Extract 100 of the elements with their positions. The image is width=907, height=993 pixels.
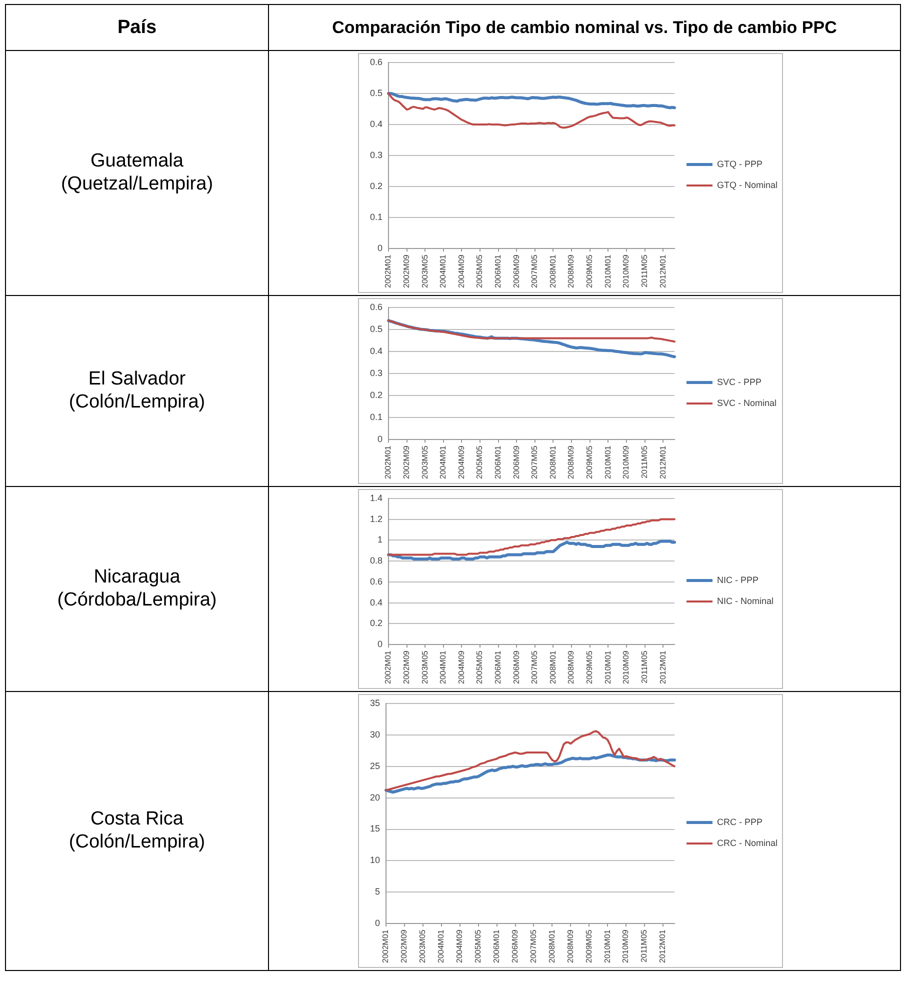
x-tick-label: 2007M05 bbox=[528, 929, 538, 963]
y-tick-label: 10 bbox=[370, 855, 380, 866]
x-tick-label: 2009M05 bbox=[585, 254, 594, 288]
x-tick-label: 2011M05 bbox=[640, 254, 649, 288]
x-tick-label: 2006M09 bbox=[512, 650, 521, 684]
x-tick-label: 2006M09 bbox=[512, 254, 521, 288]
y-tick-label: 1.4 bbox=[370, 492, 383, 503]
legend-label: GTQ - PPP bbox=[717, 158, 763, 169]
x-tick-label: 2012M01 bbox=[658, 929, 668, 963]
x-tick-label: 2009M05 bbox=[585, 650, 594, 684]
x-tick-label: 2002M09 bbox=[402, 254, 412, 288]
x-tick-label: 2006M01 bbox=[492, 929, 501, 963]
y-tick-label: 30 bbox=[370, 729, 380, 740]
x-tick-label: 2010M01 bbox=[602, 929, 612, 963]
text: País bbox=[6, 5, 269, 50]
y-tick-label: 0.6 bbox=[370, 56, 383, 67]
y-tick-label: 0 bbox=[377, 434, 383, 444]
legend-label: NIC - PPP bbox=[717, 574, 759, 585]
y-tick-label: 25 bbox=[370, 760, 380, 771]
x-tick-label: 2007M05 bbox=[530, 254, 540, 288]
x-tick-label: 2010M09 bbox=[622, 650, 631, 684]
legend-label: GTQ - Nominal bbox=[717, 180, 778, 190]
y-tick-label: 0.6 bbox=[370, 302, 383, 312]
y-tick-label: 0.8 bbox=[370, 556, 383, 566]
legend-label: SVC - PPP bbox=[717, 376, 762, 387]
y-tick-label: 0.4 bbox=[370, 346, 383, 356]
x-tick-label: 2005M05 bbox=[475, 254, 484, 288]
y-tick-label: 0.2 bbox=[370, 390, 383, 400]
x-tick-label: 2003M05 bbox=[420, 445, 430, 479]
y-tick-label: 15 bbox=[370, 824, 380, 834]
x-tick-label: 2004M01 bbox=[438, 445, 448, 479]
x-tick-label: 2009M05 bbox=[584, 929, 594, 963]
x-tick-label: 2008M01 bbox=[548, 445, 558, 479]
x-tick-label: 2002M09 bbox=[402, 445, 412, 479]
x-tick-label: 2011M05 bbox=[640, 650, 649, 684]
x-tick-label: 2010M09 bbox=[621, 929, 630, 963]
text: Comparación Tipo de cambio nominal vs. Tipo de cambio PPC bbox=[331, 17, 838, 39]
y-tick-label: 0.1 bbox=[370, 212, 383, 222]
x-tick-label: 2003M05 bbox=[420, 650, 430, 684]
y-tick-label: 0.2 bbox=[370, 618, 383, 628]
x-tick-label: 2008M09 bbox=[566, 650, 576, 684]
y-tick-label: 0.3 bbox=[370, 368, 383, 378]
legend-label: NIC - Nominal bbox=[717, 596, 774, 606]
x-tick-label: 2004M09 bbox=[456, 650, 466, 684]
x-tick-label: 2009M05 bbox=[585, 445, 594, 479]
y-tick-label: 0.5 bbox=[370, 324, 383, 334]
x-tick-label: 2010M09 bbox=[622, 254, 631, 288]
y-tick-label: 0.3 bbox=[370, 150, 383, 160]
y-tick-label: 1.2 bbox=[370, 514, 383, 524]
x-tick-label: 2002M01 bbox=[381, 929, 390, 963]
x-tick-label: 2003M05 bbox=[420, 254, 430, 288]
x-tick-label: 2006M01 bbox=[494, 650, 503, 684]
legend-label: SVC - Nominal bbox=[717, 398, 777, 408]
x-tick-label: 2006M01 bbox=[494, 254, 503, 288]
x-tick-label: 2012M01 bbox=[658, 650, 668, 684]
y-tick-label: 0.1 bbox=[370, 412, 383, 422]
y-tick-label: 0 bbox=[377, 243, 383, 254]
x-tick-label: 2006M09 bbox=[510, 929, 520, 963]
x-tick-label: 2002M09 bbox=[400, 929, 409, 963]
x-tick-label: 2010M01 bbox=[603, 445, 612, 479]
x-tick-label: 2005M05 bbox=[475, 650, 484, 684]
x-tick-label: 2006M01 bbox=[494, 445, 503, 479]
y-tick-label: 0.4 bbox=[370, 118, 383, 129]
y-tick-label: 0.5 bbox=[370, 88, 383, 98]
x-tick-label: 2008M01 bbox=[548, 254, 558, 288]
x-tick-label: 2004M09 bbox=[455, 929, 464, 963]
x-tick-label: 2010M09 bbox=[622, 445, 631, 479]
x-tick-label: 2008M01 bbox=[548, 650, 558, 684]
x-tick-label: 2007M05 bbox=[530, 445, 540, 479]
x-tick-label: 2006M09 bbox=[512, 445, 521, 479]
x-tick-label: 2012M01 bbox=[658, 445, 668, 479]
x-tick-label: 2002M01 bbox=[384, 445, 393, 479]
y-tick-label: 35 bbox=[370, 698, 380, 708]
x-tick-label: 2010M01 bbox=[603, 254, 612, 288]
y-tick-label: 20 bbox=[370, 792, 380, 802]
x-tick-label: 2008M09 bbox=[566, 445, 576, 479]
x-tick-label: 2002M01 bbox=[384, 650, 393, 684]
y-tick-label: 0 bbox=[377, 639, 383, 650]
x-tick-label: 2005M05 bbox=[475, 445, 484, 479]
x-tick-label: 2004M09 bbox=[456, 445, 466, 479]
x-tick-label: 2004M01 bbox=[438, 254, 448, 288]
y-axis-title: El Salvador (Colón/Lempira) bbox=[68, 368, 206, 413]
x-tick-label: 2002M09 bbox=[402, 650, 412, 684]
y-axis-title: Guatemala (Quetzal/Lempira) bbox=[60, 150, 214, 195]
y-tick-label: 0.6 bbox=[370, 576, 383, 586]
x-tick-label: 2008M09 bbox=[566, 929, 575, 963]
y-tick-label: 1 bbox=[377, 534, 383, 545]
x-tick-label: 2012M01 bbox=[658, 254, 668, 288]
x-tick-label: 2004M01 bbox=[436, 929, 446, 963]
x-tick-label: 2007M05 bbox=[530, 650, 540, 684]
y-axis-title: Nicaragua (Córdoba/Lempira) bbox=[57, 566, 217, 611]
x-tick-label: 2008M01 bbox=[547, 929, 556, 963]
x-tick-label: 2005M05 bbox=[474, 929, 483, 963]
x-tick-label: 2004M01 bbox=[438, 650, 448, 684]
y-axis-title: Costa Rica (Colón/Lempira) bbox=[68, 808, 206, 853]
y-tick-label: 5 bbox=[374, 886, 380, 897]
y-tick-label: 0.2 bbox=[370, 181, 383, 192]
x-tick-label: 2002M01 bbox=[384, 254, 393, 288]
x-tick-label: 2008M09 bbox=[566, 254, 576, 288]
x-tick-label: 2011M05 bbox=[640, 445, 649, 478]
